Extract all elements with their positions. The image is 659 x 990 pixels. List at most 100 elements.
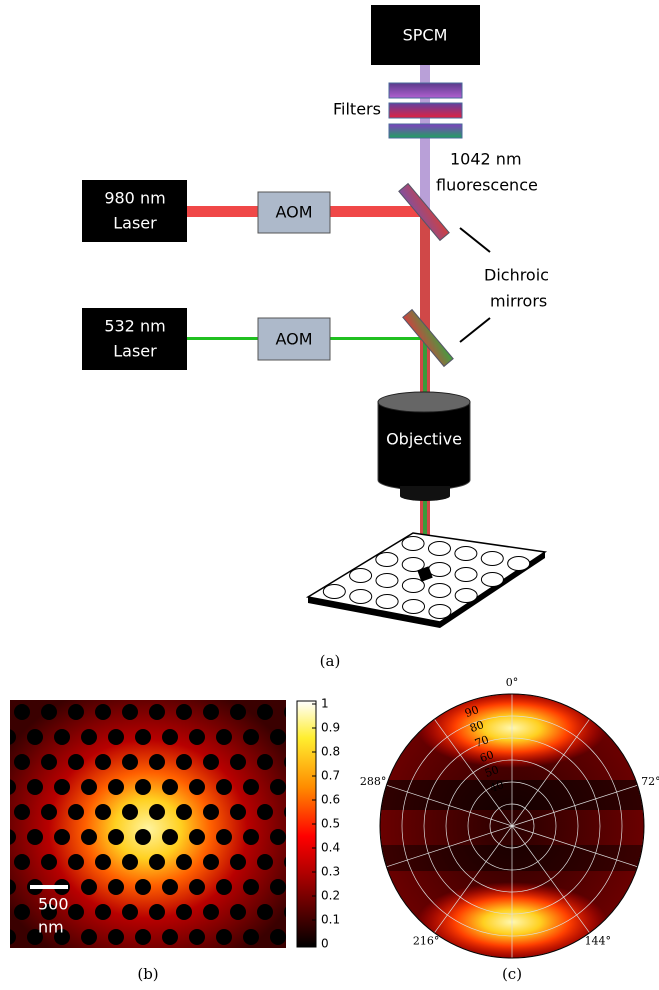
hole — [257, 904, 273, 920]
hole — [203, 704, 219, 720]
hole — [230, 854, 246, 870]
well — [428, 542, 450, 556]
caption: (a) — [320, 652, 341, 670]
hole — [95, 904, 111, 920]
hole — [54, 779, 70, 795]
hole — [189, 829, 205, 845]
hole — [122, 954, 138, 970]
hole — [14, 754, 30, 770]
well — [376, 553, 398, 567]
panel-b: 500 nm 00.10.20.30.40.50.60.70.80.91 (b) — [0, 697, 340, 984]
hole — [135, 929, 151, 945]
well — [429, 605, 451, 619]
hole — [162, 879, 178, 895]
angle-label: 0° — [506, 676, 519, 689]
colorbar-tick-label: 0.1 — [321, 913, 340, 927]
colorbar-tick-label: 0.8 — [321, 745, 340, 759]
hole — [230, 754, 246, 770]
hole — [257, 704, 273, 720]
well — [350, 569, 372, 583]
filter — [389, 83, 462, 98]
hole — [68, 804, 84, 820]
hole — [14, 954, 30, 970]
well — [481, 552, 503, 566]
hole — [41, 704, 57, 720]
hole — [230, 954, 246, 970]
hole — [149, 904, 165, 920]
hole — [81, 879, 97, 895]
hole — [135, 879, 151, 895]
fluorescence-label: 1042 nm — [450, 150, 522, 169]
hole — [243, 879, 259, 895]
hole — [189, 929, 205, 945]
hole — [41, 854, 57, 870]
well — [376, 595, 398, 609]
hole — [95, 704, 111, 720]
well — [350, 590, 372, 604]
hole — [189, 729, 205, 745]
hole — [216, 929, 232, 945]
colorbar-tick-label: 1 — [321, 697, 329, 711]
hole — [257, 804, 273, 820]
well — [402, 537, 424, 551]
filters-label: Filters — [333, 100, 381, 119]
well — [455, 547, 477, 561]
aom-label: AOM — [275, 203, 312, 222]
hole — [176, 704, 192, 720]
angle-label: 72° — [641, 775, 659, 788]
spcm-label: SPCM — [403, 26, 448, 45]
objective-top — [378, 392, 470, 412]
colorbar-tick-label: 0.9 — [321, 721, 340, 735]
hole — [122, 704, 138, 720]
hole — [122, 754, 138, 770]
hole — [27, 779, 43, 795]
hole — [0, 904, 3, 920]
pointer — [460, 228, 490, 252]
hole — [203, 904, 219, 920]
angle-label: 144° — [585, 935, 612, 948]
angle-label: 288° — [360, 775, 387, 788]
laser-label: Laser — [113, 342, 157, 361]
dichroic-label: Dichroic — [484, 266, 549, 285]
scale-label: nm — [38, 918, 64, 937]
hole — [68, 754, 84, 770]
hole — [270, 729, 286, 745]
fluorescence-label: fluorescence — [436, 176, 538, 195]
hole — [122, 804, 138, 820]
hole — [149, 804, 165, 820]
hole — [243, 829, 259, 845]
hole — [81, 779, 97, 795]
hole — [176, 804, 192, 820]
hole — [54, 829, 70, 845]
hole — [0, 704, 3, 720]
hole — [216, 729, 232, 745]
hole — [270, 879, 286, 895]
hole — [230, 904, 246, 920]
hole — [0, 929, 16, 945]
hole — [243, 729, 259, 745]
hole — [230, 804, 246, 820]
hole — [203, 854, 219, 870]
hole — [41, 754, 57, 770]
scale-label: 500 — [38, 895, 69, 914]
hole — [108, 729, 124, 745]
hole — [270, 829, 286, 845]
hole — [14, 854, 30, 870]
hole — [135, 829, 151, 845]
hole — [122, 854, 138, 870]
well — [403, 600, 425, 614]
hole — [149, 754, 165, 770]
hole — [108, 779, 124, 795]
hole — [81, 929, 97, 945]
colorbar-tick-label: 0.6 — [321, 793, 340, 807]
colorbar-tick-label: 0.3 — [321, 865, 340, 879]
hole — [68, 704, 84, 720]
hole — [68, 904, 84, 920]
angle-label: 216° — [413, 935, 440, 948]
hole — [27, 729, 43, 745]
hole — [14, 804, 30, 820]
hole — [135, 729, 151, 745]
filter — [389, 124, 462, 138]
hole — [270, 779, 286, 795]
hole — [203, 954, 219, 970]
